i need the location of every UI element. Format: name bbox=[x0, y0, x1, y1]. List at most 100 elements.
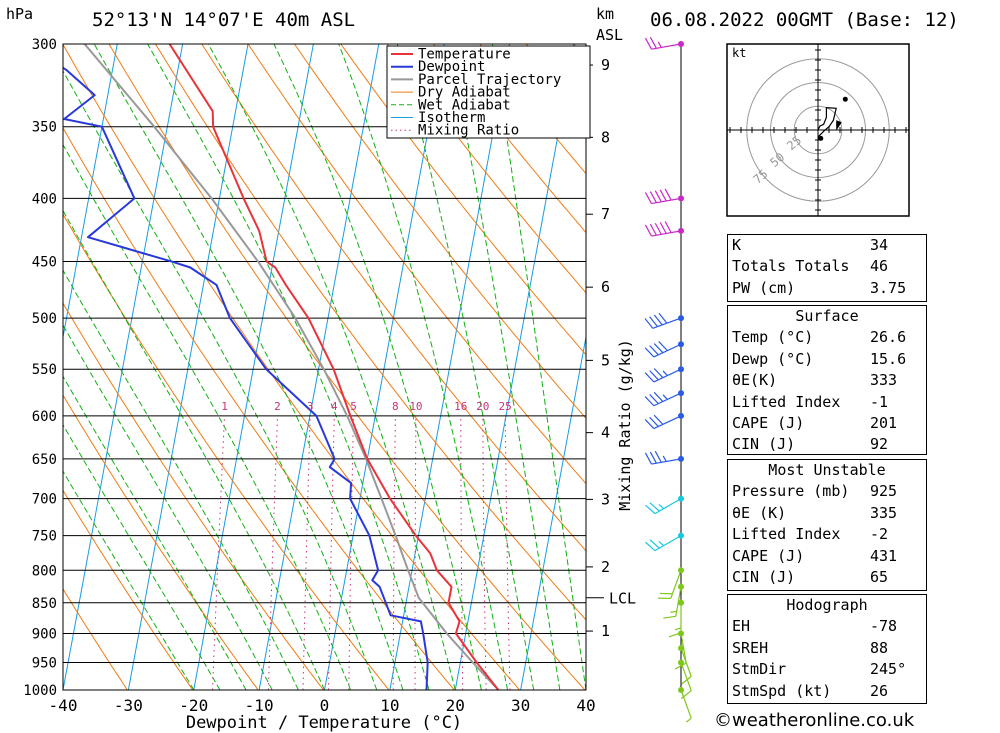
wind-barb-shaft bbox=[680, 647, 692, 677]
wind-barb-flag bbox=[653, 391, 664, 402]
wind-barb-shaft bbox=[654, 498, 682, 515]
index-row: K 34 bbox=[728, 235, 926, 256]
index-row: θE (K) 335 bbox=[728, 503, 926, 524]
pressure-tick-label: 1000 bbox=[23, 683, 57, 699]
legend-entry: Mixing Ratio bbox=[418, 123, 519, 139]
index-value: 925 bbox=[870, 482, 898, 501]
index-label: Pressure (mb) bbox=[732, 482, 850, 501]
pressure-tick-label: 500 bbox=[32, 311, 57, 327]
wind-barb-flag bbox=[654, 222, 662, 235]
wind-barb-flag bbox=[664, 221, 672, 233]
wind-barb-flag bbox=[644, 192, 652, 204]
mixing-ratio-label: 2 bbox=[274, 400, 281, 413]
index-row: Totals Totals 46 bbox=[728, 256, 926, 277]
wind-barb-shaft bbox=[653, 415, 682, 430]
index-label: Temp (°C) bbox=[732, 328, 814, 347]
index-value: 34 bbox=[870, 236, 889, 254]
run-datetime: 06.08.2022 00GMT (Base: 12) bbox=[650, 9, 959, 31]
pressure-tick-label: 300 bbox=[32, 37, 57, 53]
dry-adiabat-line bbox=[432, 44, 586, 234]
x-axis-title: Dewpoint / Temperature (°C) bbox=[186, 713, 462, 733]
index-value: 26 bbox=[870, 681, 889, 700]
km-tick-label: 8 bbox=[601, 128, 610, 146]
wind-barb-flag bbox=[644, 224, 652, 237]
index-row: θE(K) 333 bbox=[728, 370, 926, 391]
index-row: Lifted Index -2 bbox=[728, 524, 926, 545]
index-value: 3.75 bbox=[870, 278, 907, 297]
index-label: Dewp (°C) bbox=[732, 349, 814, 368]
wind-barb-flag bbox=[644, 318, 654, 329]
wet-adiabat-line bbox=[63, 375, 247, 690]
indices-table-top: K 34 Totals Totals 46 PW (cm) 3.75 bbox=[727, 234, 927, 302]
wind-barb-flag bbox=[649, 191, 657, 203]
wind-barb-flag bbox=[644, 396, 655, 407]
isotherm-line bbox=[63, 44, 184, 690]
legend-entry: Dry Adiabat bbox=[418, 85, 511, 101]
wet-adiabat-line bbox=[447, 44, 561, 690]
hodograph-marker bbox=[842, 96, 848, 102]
indices-surface: Surface Temp (°C) 26.6 Dewp (°C) 15.6 θE(K) 33… bbox=[727, 305, 927, 455]
pressure-tick-label: 600 bbox=[32, 409, 57, 425]
index-row: CAPE (J) 431 bbox=[728, 546, 926, 567]
dry-adiabat-line bbox=[63, 302, 324, 690]
wet-adiabat-line bbox=[492, 44, 586, 690]
wind-barb-flag bbox=[649, 316, 658, 328]
dry-adiabat-line bbox=[108, 44, 586, 690]
isotherm-line bbox=[63, 44, 118, 340]
wet-adiabat-line bbox=[63, 209, 325, 690]
index-label: θE (K) bbox=[732, 503, 787, 522]
wet-adiabat-line bbox=[63, 470, 195, 690]
pressure-tick-label: 800 bbox=[32, 563, 57, 579]
wind-barb-flag bbox=[654, 190, 662, 203]
legend-entry: Temperature bbox=[418, 47, 511, 63]
wind-barb-half-flag bbox=[657, 41, 662, 48]
pressure-tick-label: 950 bbox=[32, 655, 57, 671]
wind-barb-flag bbox=[663, 615, 676, 619]
wind-barb-flag bbox=[659, 222, 667, 234]
pressure-tick-label: 350 bbox=[32, 120, 57, 136]
pressure-unit-label: hPa bbox=[6, 5, 33, 23]
pressure-tick-label: 450 bbox=[32, 255, 57, 271]
mixing-ratio-label: 1 bbox=[221, 400, 228, 413]
wind-barb-flag bbox=[653, 414, 664, 425]
legend-entry: Isotherm bbox=[418, 110, 485, 126]
plot-frame bbox=[62, 43, 587, 691]
wind-barb-flag bbox=[654, 450, 662, 463]
dry-adiabat-line bbox=[63, 489, 194, 690]
index-label: PW (cm) bbox=[732, 278, 796, 297]
wind-barb-flag bbox=[649, 36, 657, 49]
mixing-ratio-line bbox=[392, 415, 396, 690]
index-value: 26.6 bbox=[870, 328, 907, 347]
section-title: Most Unstable bbox=[768, 461, 886, 479]
isotherm-line bbox=[127, 44, 249, 690]
pressure-tick-label: 700 bbox=[32, 492, 57, 508]
wind-barb-flag bbox=[649, 539, 660, 549]
mixing-ratio-label: 3 bbox=[307, 400, 314, 413]
index-label: CAPE (J) bbox=[732, 546, 805, 565]
index-value: 15.6 bbox=[870, 349, 907, 368]
temperature-tick-label: 40 bbox=[576, 696, 595, 715]
km-tick-label: 3 bbox=[601, 490, 610, 508]
wet-adiabat-line bbox=[63, 143, 352, 690]
wind-barb-flag bbox=[674, 662, 687, 670]
section-title: Hodograph bbox=[786, 596, 868, 614]
wind-barb-flag bbox=[653, 314, 663, 326]
wind-barb-shaft bbox=[653, 343, 682, 358]
wind-barb-half-flag bbox=[658, 540, 665, 547]
isotherm-line bbox=[258, 44, 380, 690]
index-label: CIN (J) bbox=[732, 435, 796, 454]
index-row: StmSpd (kt) 26 bbox=[728, 681, 926, 702]
isotherm-line bbox=[389, 44, 511, 690]
mixing-ratio-label: 8 bbox=[392, 400, 399, 413]
km-tick-label: 9 bbox=[601, 56, 610, 74]
parcel-trajectory-line bbox=[83, 44, 500, 690]
wind-barb-flag bbox=[653, 368, 664, 379]
temperature-tick-label: 30 bbox=[511, 696, 530, 715]
index-row: PW (cm) 3.75 bbox=[728, 278, 926, 299]
index-value: 335 bbox=[870, 503, 898, 522]
indices-most-unstable: Most Unstable Pressure (mb) 925 θE (K) 335 Li… bbox=[727, 459, 927, 591]
mixing-ratio-line bbox=[267, 415, 278, 690]
wind-barb-half-flag bbox=[662, 394, 668, 400]
index-value: 92 bbox=[870, 435, 889, 454]
wind-barb-flag bbox=[649, 223, 657, 236]
